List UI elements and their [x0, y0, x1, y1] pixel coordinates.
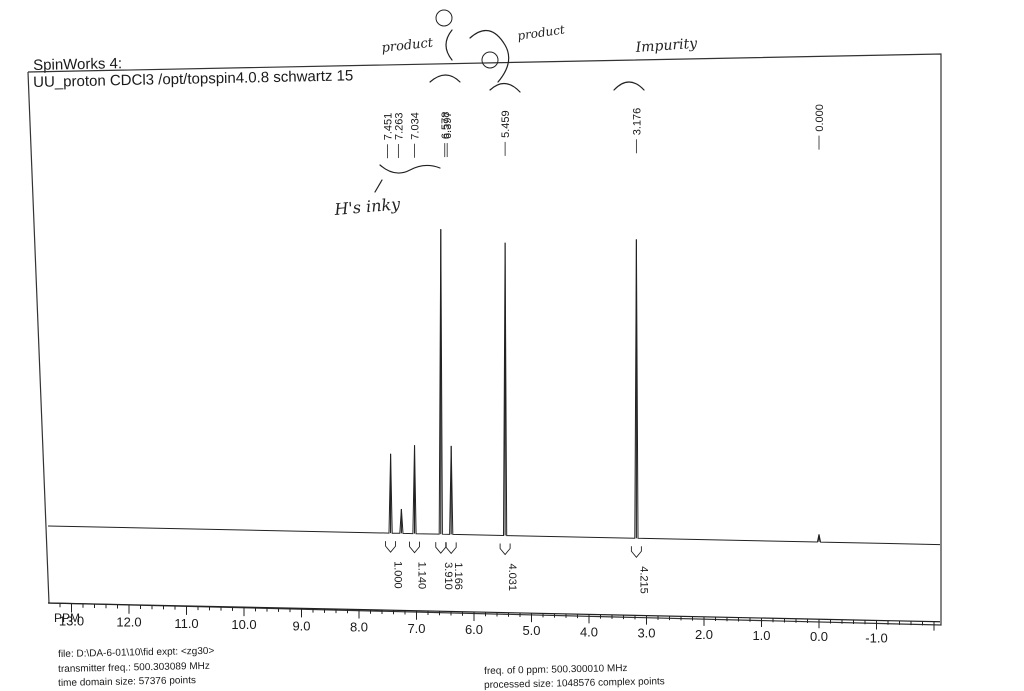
x-tick-label: 0.0: [810, 629, 828, 644]
handwritten-product-left: product: [381, 36, 435, 56]
x-tick-label: 1.0: [752, 628, 770, 643]
x-tick-label: 10.0: [231, 617, 256, 632]
peak-label: 6.397: [442, 112, 454, 140]
x-tick-label: 12.0: [116, 615, 141, 630]
peak-label: 5.459: [500, 110, 512, 138]
peak-label: 7.451: [383, 113, 395, 141]
x-tick-label: 8.0: [350, 620, 368, 635]
integral-marker: [409, 541, 420, 554]
handwritten-arc-impurity: [613, 81, 645, 91]
spectrum-trace: [47, 229, 941, 546]
x-tick-label: -1.0: [865, 630, 887, 645]
x-tick-label: 7.0: [407, 621, 425, 636]
peak-label: 6.578: [440, 112, 452, 140]
plot-frame: [27, 53, 942, 626]
handwritten-product-right: product: [516, 22, 565, 43]
integral-value: 4.215: [637, 566, 649, 594]
integral-value: 4.031: [506, 564, 518, 592]
x-tick-label: 13.0: [59, 613, 84, 628]
integral-value: 1.000: [392, 561, 404, 589]
integral-marker: [385, 541, 397, 553]
x-tick-label: 11.0: [174, 616, 198, 631]
x-tick-label: 9.0: [292, 618, 310, 633]
handwritten-bracket-aromatic: [379, 164, 441, 174]
handwritten-h-circle: [435, 9, 453, 27]
x-axis-label: PPM: [54, 611, 80, 625]
x-tick-label: 5.0: [522, 623, 540, 638]
x-tick-label: 6.0: [465, 622, 483, 637]
peak-label: 7.034: [410, 112, 422, 140]
x-axis-line: [47, 602, 941, 623]
integral-marker: [445, 542, 457, 555]
peak-label: 7.263: [393, 113, 405, 141]
integral-marker: [435, 542, 447, 554]
handwritten-arc-product-2: [489, 82, 521, 93]
integral-marker: [630, 546, 642, 558]
integral-marker: [499, 543, 511, 556]
integral-value: 1.166: [452, 562, 464, 590]
handwritten-inky-note: H's inky: [333, 194, 402, 219]
peak-label: 0.000: [814, 104, 826, 132]
x-tick-label: 2.0: [695, 627, 713, 642]
handwritten-structure: [445, 29, 510, 83]
x-tick-label: 3.0: [637, 626, 655, 641]
peak-label: 3.176: [631, 108, 643, 136]
handwritten-arc-product: [429, 74, 461, 83]
integral-value: 3.910: [442, 562, 454, 590]
integral-value: 1.140: [416, 562, 428, 590]
handwritten-h-circle-2: [481, 51, 499, 69]
x-tick-label: 4.0: [580, 624, 598, 639]
handwritten-impurity: Impurity: [634, 36, 699, 56]
handwritten-tick-inky: [374, 179, 383, 193]
